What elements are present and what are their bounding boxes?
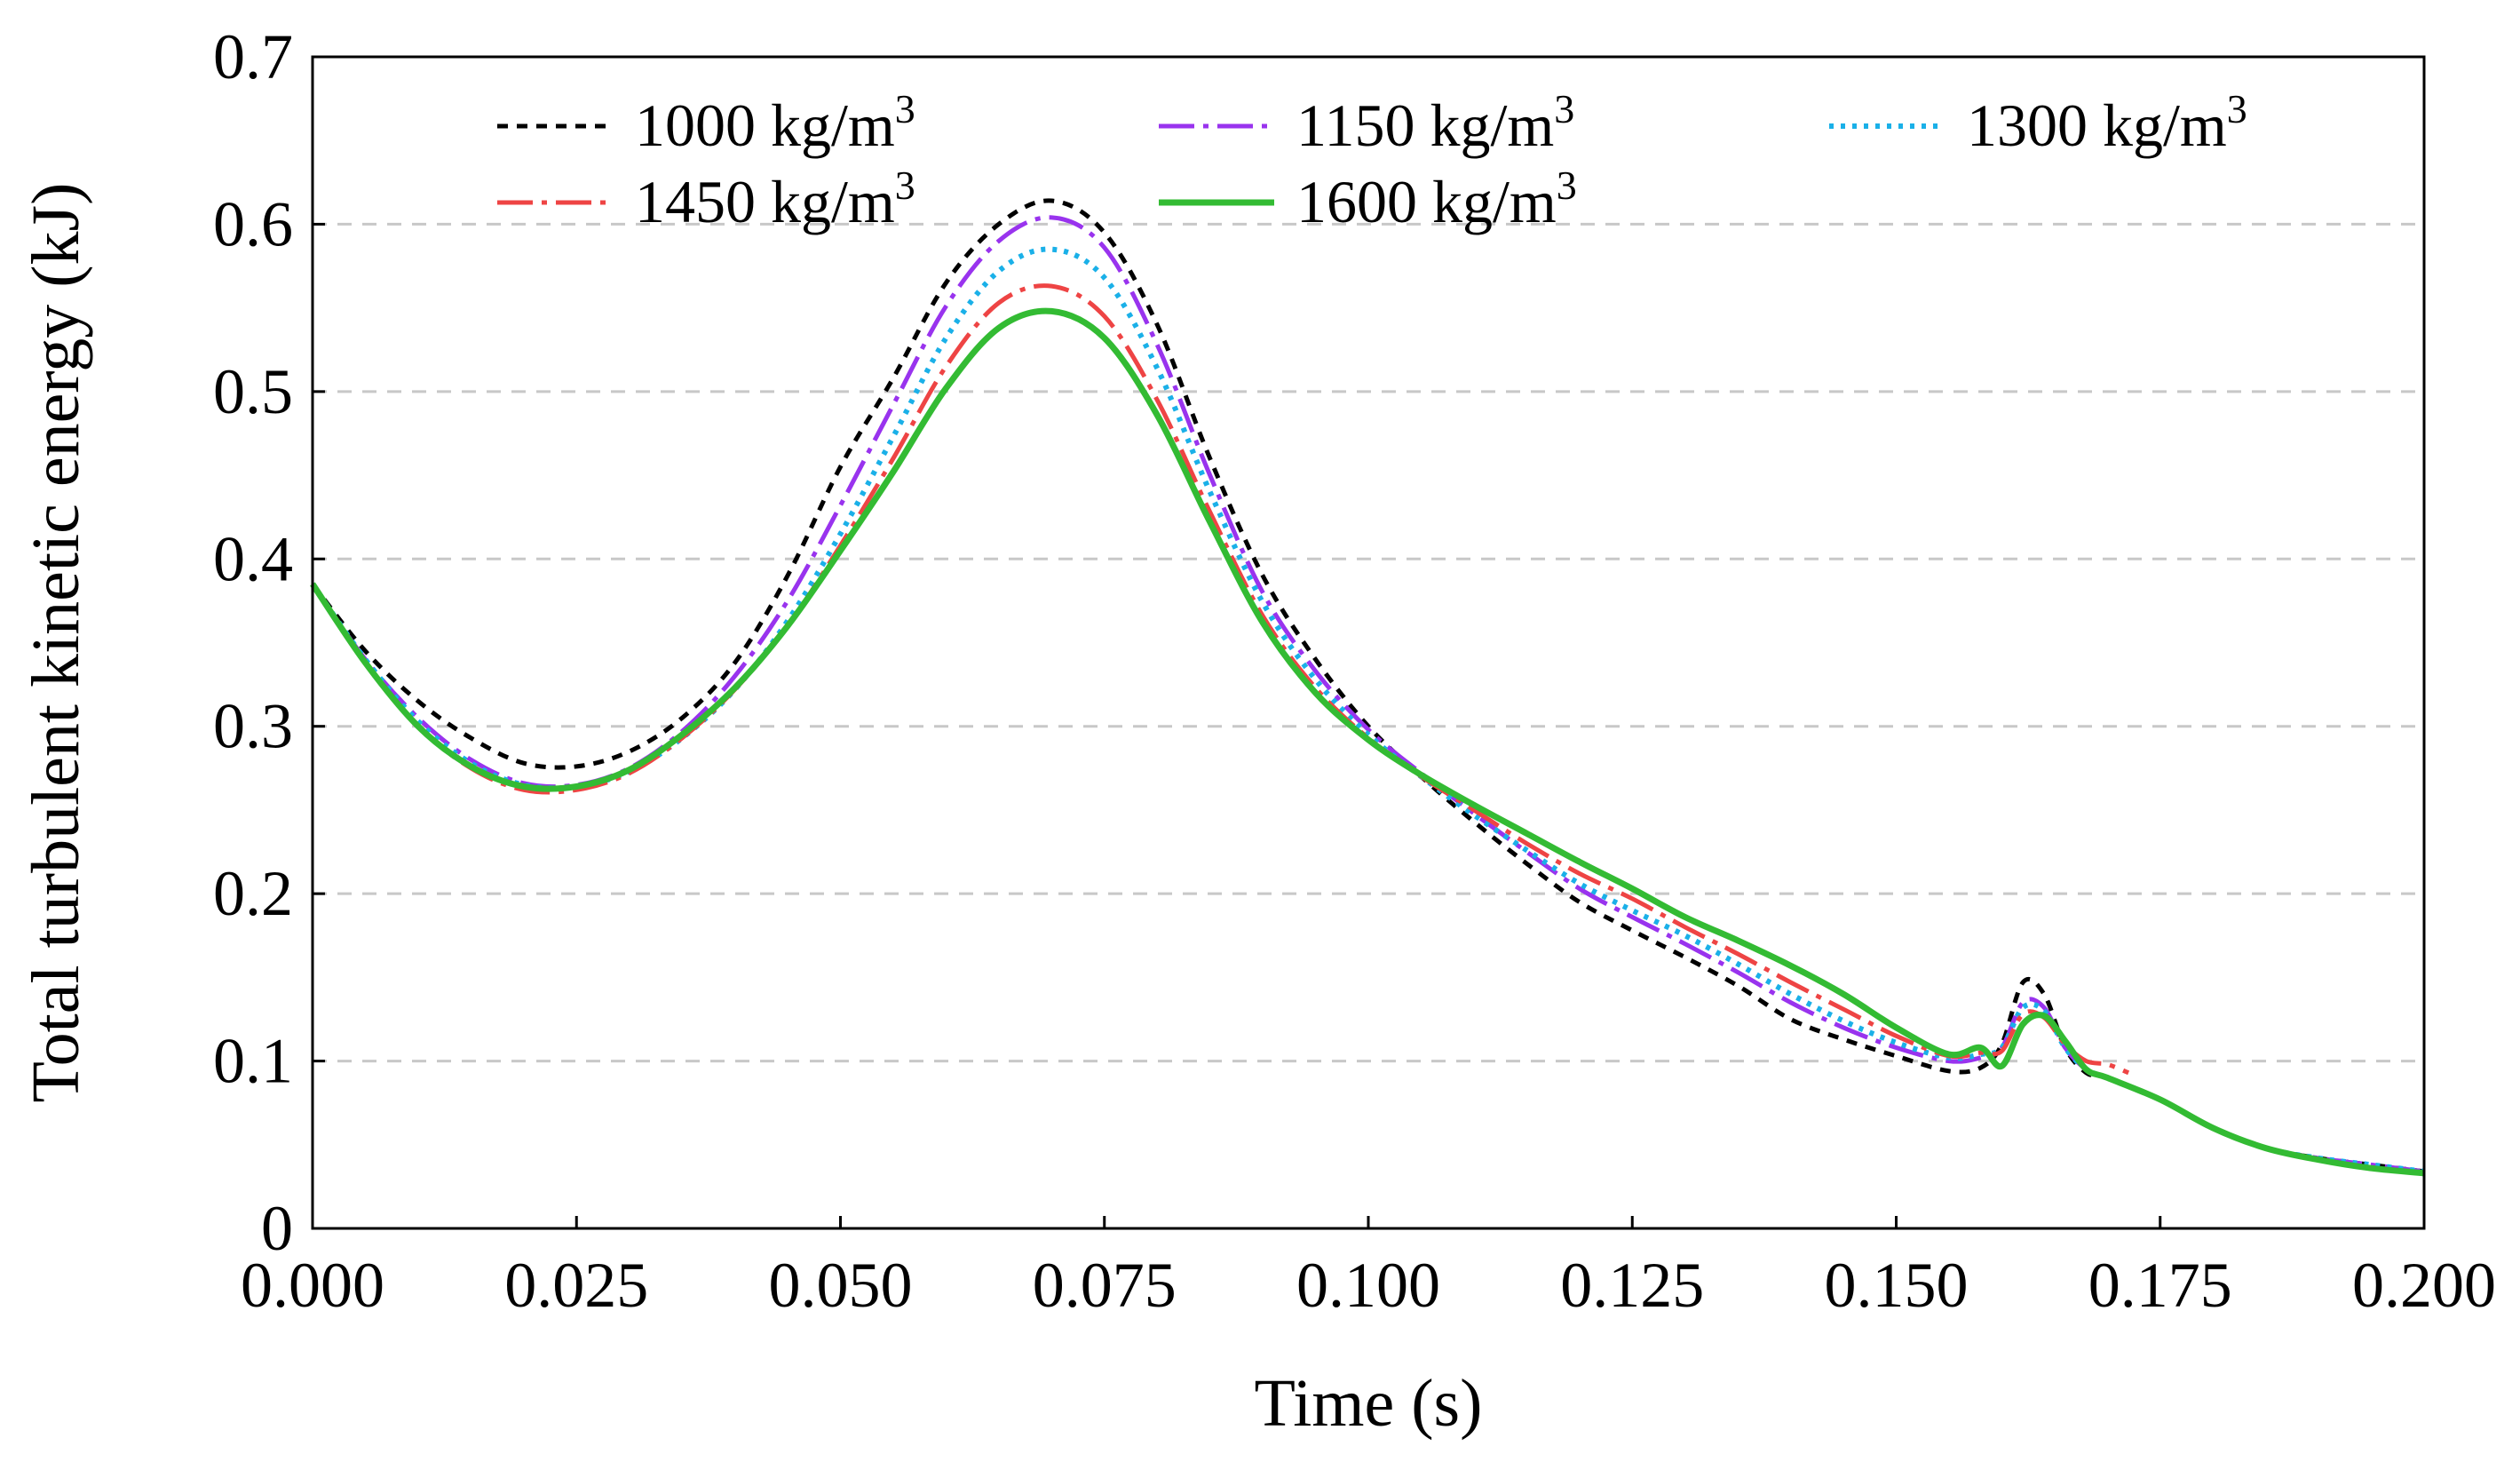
y-tick-label: 0 — [261, 1193, 293, 1264]
series-lines — [310, 198, 2425, 1177]
gridlines — [313, 222, 2424, 1063]
x-tick-label: 0.125 — [1560, 1250, 1704, 1321]
x-axis-label: Time (s) — [1255, 1366, 1483, 1441]
y-tick-label: 0.5 — [213, 356, 293, 427]
y-tick-label: 0.1 — [213, 1026, 293, 1097]
series-line-1000 — [311, 198, 2425, 1174]
legend-label: 1300 kg/m3 — [1967, 86, 2247, 159]
y-tick-label: 0.3 — [213, 691, 293, 762]
legend-label: 1000 kg/m3 — [635, 86, 915, 159]
legend-label: 1600 kg/m3 — [1296, 163, 1577, 235]
axis-ticks: 0 0.1 0.2 0.3 0.4 0.5 0.6 0.7 0.000 0.025 0.050 0.0… — [213, 21, 2496, 1321]
legend: 1000 kg/m3 1150 kg/m3 1300 kg/m3 1450 kg/m3… — [497, 86, 2247, 235]
y-axis-label: Total turbulent kinetic energy (kJ) — [19, 183, 93, 1103]
legend-item-1300: 1300 kg/m3 — [1829, 86, 2247, 159]
legend-item-1000: 1000 kg/m3 — [497, 86, 915, 159]
y-tick-label: 0.7 — [213, 21, 293, 92]
x-tick-label: 0.200 — [2352, 1250, 2496, 1321]
x-tick-label: 0.150 — [1825, 1250, 1969, 1321]
y-tick-label: 0.4 — [213, 523, 293, 594]
series-line-1600 — [310, 307, 2425, 1177]
legend-label: 1150 kg/m3 — [1296, 86, 1574, 159]
x-tick-label: 0.100 — [1296, 1250, 1440, 1321]
legend-item-1600: 1600 kg/m3 — [1159, 163, 1577, 235]
x-tick-label: 0.175 — [2088, 1250, 2232, 1321]
legend-item-1450: 1450 kg/m3 — [497, 163, 915, 235]
x-tick-label: 0.000 — [241, 1250, 384, 1321]
series-line-1300 — [310, 246, 2425, 1174]
x-tick-label: 0.025 — [504, 1250, 648, 1321]
x-tick-label: 0.050 — [769, 1250, 913, 1321]
x-tick-label: 0.075 — [1033, 1250, 1177, 1321]
legend-item-1150: 1150 kg/m3 — [1159, 86, 1574, 159]
y-tick-label: 0.2 — [213, 858, 293, 929]
series-line-1150 — [310, 215, 2425, 1174]
series-line-1450 — [310, 283, 2130, 1076]
y-tick-label: 0.6 — [213, 188, 293, 259]
legend-label: 1450 kg/m3 — [635, 163, 915, 235]
